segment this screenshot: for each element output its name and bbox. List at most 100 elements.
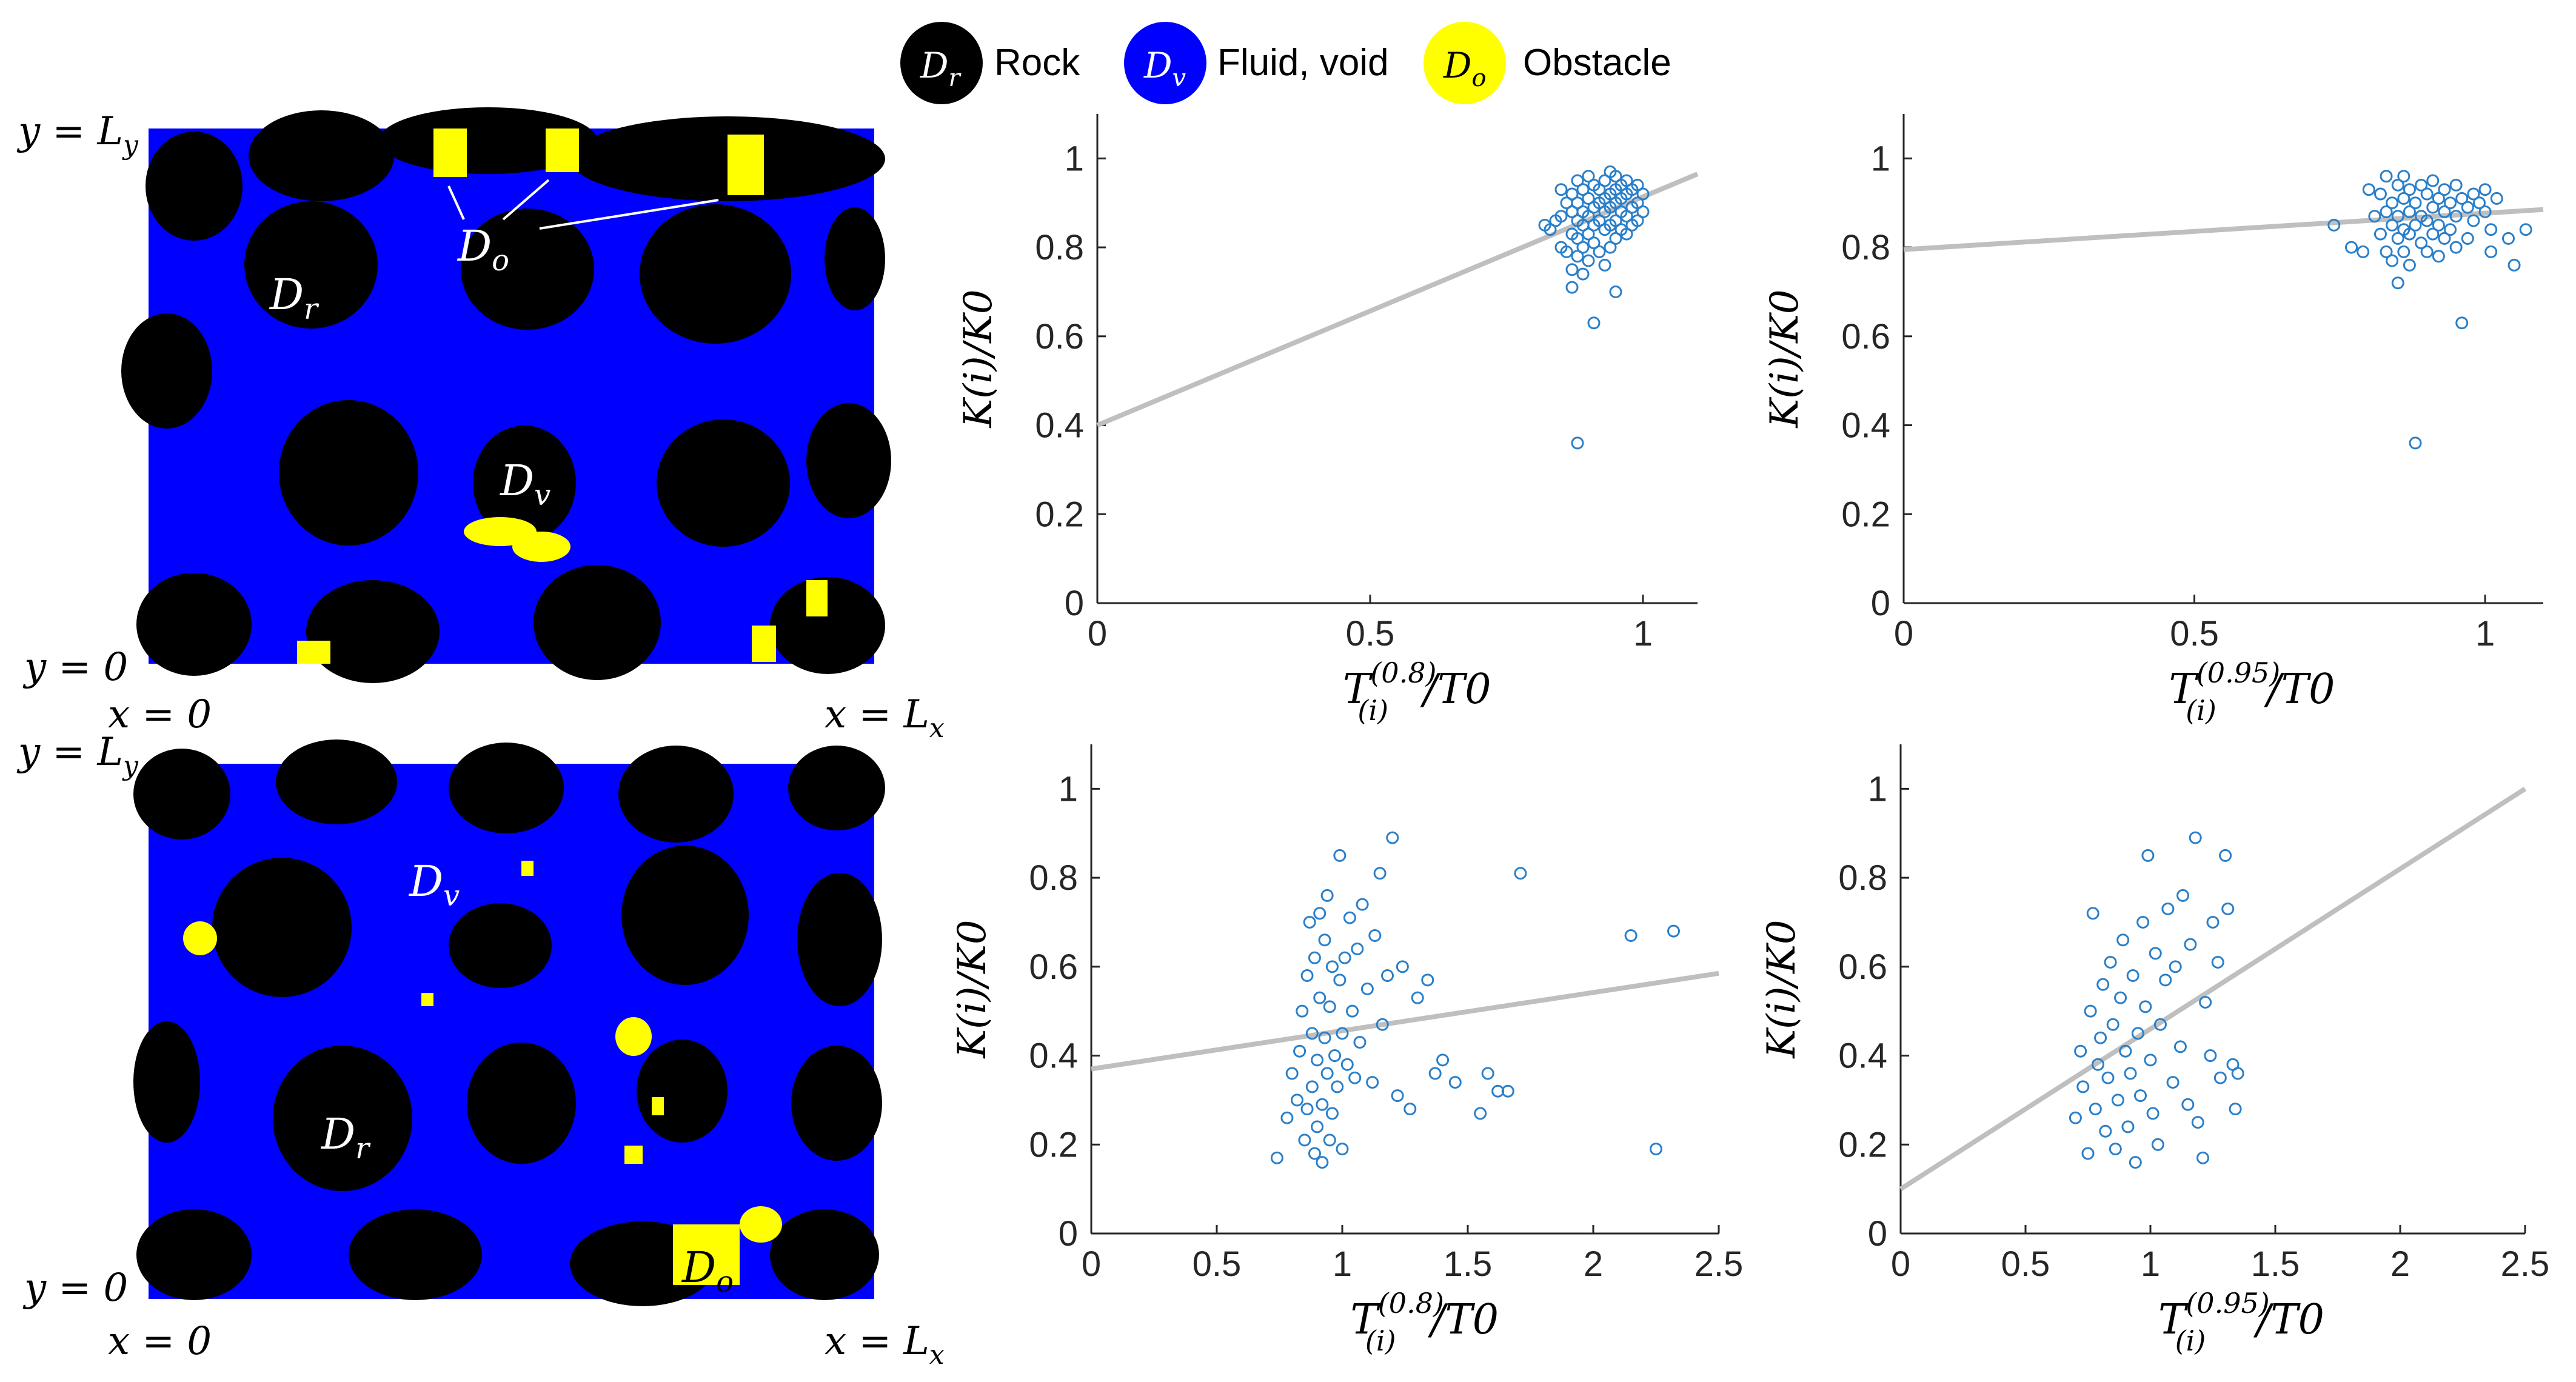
- data-point: [2461, 232, 2474, 245]
- rock-grain: [449, 903, 552, 988]
- data-point: [1614, 223, 1628, 236]
- y-tick-label: 0.8: [1035, 228, 1084, 267]
- x-tick-label: 1: [1633, 614, 1653, 653]
- data-point: [1428, 1067, 1442, 1080]
- data-point: [1636, 205, 1650, 218]
- map-label-x-left: x = 0: [108, 692, 212, 737]
- data-point: [2501, 232, 2515, 245]
- y-tick-label: 0: [1065, 584, 1084, 623]
- y-tick-label: 0.4: [1841, 406, 1890, 446]
- x-axis-label: T(0.8) (i)/T0: [1351, 1287, 1499, 1357]
- data-point: [2432, 192, 2445, 205]
- rock-grain: [806, 403, 891, 518]
- legend-subscript: v: [1173, 64, 1186, 92]
- x-tick-label: 1: [2475, 614, 2495, 653]
- data-point: [1421, 973, 1434, 987]
- data-point: [1565, 227, 1579, 241]
- data-point: [1587, 201, 1601, 214]
- data-point: [2086, 907, 2099, 920]
- rock-grain: [133, 1021, 200, 1143]
- data-point: [1346, 1004, 1359, 1018]
- rock-grain: [791, 1046, 882, 1161]
- rock-grain: [349, 1209, 482, 1300]
- data-point: [1625, 183, 1639, 196]
- data-point: [2409, 196, 2422, 210]
- data-point: [1571, 232, 1584, 245]
- data-point: [1609, 170, 1622, 183]
- x-tick-label: 2.5: [2501, 1244, 2550, 1284]
- x-tick-label: 0.5: [2001, 1244, 2050, 1284]
- x-tick-label: 0: [1082, 1244, 1101, 1284]
- region-label-rock: Dr: [269, 270, 319, 326]
- data-point: [1625, 218, 1639, 232]
- rock-grain: [279, 400, 418, 546]
- data-point: [1554, 183, 1568, 196]
- region-label-void: Dv: [408, 856, 460, 913]
- data-point: [1328, 1049, 1342, 1063]
- y-tick-label: 0.2: [1841, 495, 1890, 534]
- data-point: [1376, 1018, 1389, 1031]
- data-point: [2219, 849, 2232, 862]
- rock-grain: [136, 1209, 252, 1300]
- data-point: [2231, 1067, 2244, 1080]
- data-point: [1576, 267, 1590, 281]
- data-point: [1501, 1084, 1514, 1098]
- data-point: [2181, 1098, 2195, 1111]
- data-point: [1403, 1103, 1417, 1116]
- rock-grain: [121, 313, 212, 429]
- x-tick-label: 1.5: [2251, 1244, 2300, 1284]
- data-point: [1631, 214, 1644, 227]
- data-point: [1593, 245, 1606, 258]
- data-point: [1381, 969, 1394, 982]
- data-point: [2478, 205, 2492, 218]
- data-point: [1576, 218, 1590, 232]
- data-point: [1598, 192, 1611, 205]
- data-point: [2397, 245, 2410, 258]
- data-point: [1631, 196, 1644, 210]
- data-point: [1353, 1036, 1367, 1049]
- data-point: [2199, 996, 2212, 1009]
- legend-subscript: o: [1472, 64, 1487, 92]
- data-point: [1650, 1143, 1662, 1156]
- pore-map-top: y = Ly y = 0 x = 0 x = Lx: [16, 107, 945, 744]
- data-point: [1360, 983, 1374, 995]
- data-point: [1598, 174, 1611, 187]
- data-point: [1391, 1089, 1404, 1103]
- data-point: [1667, 924, 1680, 938]
- scatter-chart-4: 0 0.5 1 1.5 2 2.5 0 0.2 0.4 0.6 0.8 1 K(i)/K0 T(0.95)…: [1759, 744, 2549, 1357]
- pore-map-bottom: y = Ly y = 0 x = 0: [16, 730, 885, 1310]
- obstacle: [297, 641, 330, 664]
- data-point: [1576, 205, 1590, 218]
- y-tick-label: 0.8: [1029, 858, 1078, 898]
- legend-label-obstacle: Obstacle: [1523, 42, 1671, 84]
- data-point: [1285, 1067, 1299, 1080]
- data-point: [1631, 178, 1644, 192]
- obstacle: [183, 921, 217, 955]
- data-point: [2397, 223, 2410, 236]
- y-tick-label: 0.8: [1841, 228, 1890, 267]
- rock-grain: [136, 573, 252, 676]
- data-point: [2091, 1058, 2104, 1071]
- annotation-arrow: [539, 199, 719, 230]
- obstacle: [512, 532, 570, 562]
- legend-symbol: D: [920, 45, 949, 86]
- rock-grain: [273, 1046, 412, 1191]
- data-point: [2420, 214, 2434, 227]
- legend-item-void: Dv Fluid, void: [1124, 22, 1389, 104]
- obstacle: [421, 993, 433, 1006]
- data-point: [1582, 170, 1595, 183]
- data-point: [2449, 241, 2463, 254]
- data-point: [2136, 915, 2150, 929]
- rock-grain: [306, 580, 440, 683]
- rock-grain: [640, 204, 791, 344]
- data-point: [1323, 1133, 1336, 1147]
- obstacle: [728, 135, 764, 195]
- data-point: [2134, 1089, 2147, 1103]
- obstacle: [546, 129, 579, 172]
- x-axis-label: T(0.95) (i)/T0: [2169, 656, 2335, 727]
- data-point: [1318, 1031, 1331, 1044]
- rock-grain: [788, 746, 885, 830]
- data-point: [2211, 955, 2224, 969]
- data-point: [1343, 911, 1356, 924]
- rock-grain: [249, 110, 394, 201]
